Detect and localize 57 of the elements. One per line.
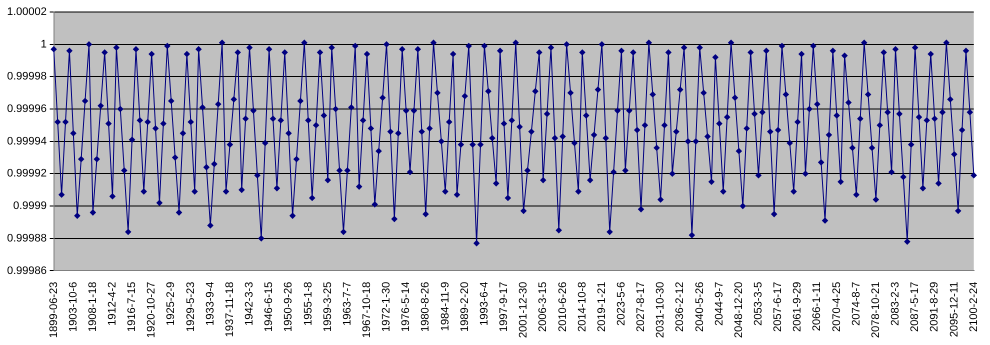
y-tick-label: 0.99988 xyxy=(6,232,47,244)
x-tick-label: 2036-2-12 xyxy=(674,282,686,332)
x-tick-label: 2023-5-6 xyxy=(615,282,628,326)
x-tick-label: 2095-12-11 xyxy=(948,282,960,338)
x-tick-label: 1963-7-7 xyxy=(341,282,354,326)
x-tick-label: 2031-10-30 xyxy=(654,282,667,338)
x-tick-label: 1903-10-6 xyxy=(67,282,80,332)
y-tick-label: 1 xyxy=(40,38,47,50)
x-tick-label: 1942-3-3 xyxy=(244,282,256,326)
x-tick-label: 2074-8-7 xyxy=(850,282,862,326)
x-tick-label: 2010-6-26 xyxy=(556,282,569,332)
x-tick-label: 2053-3-5 xyxy=(752,282,765,326)
x-tick-label: 2001-12-30 xyxy=(518,282,530,338)
x-tick-label: 1950-9-26 xyxy=(282,282,295,332)
x-tick-label: 2006-3-15 xyxy=(537,282,550,332)
x-tick-label: 2091-8-29 xyxy=(928,282,941,332)
y-tick-label: 0.99992 xyxy=(6,168,47,180)
x-tick-label: 2014-10-8 xyxy=(576,282,588,332)
x-tick-label: 1967-10-18 xyxy=(361,282,373,338)
x-tick-label: 1916-7-15 xyxy=(126,282,138,332)
x-tick-label: 1908-1-18 xyxy=(86,282,99,332)
x-tick-label: 1937-11-18 xyxy=(224,282,236,338)
x-tick-label: 1997-9-17 xyxy=(498,282,510,332)
x-tick-label: 1959-3-25 xyxy=(322,282,334,332)
x-tick-label: 1946-6-15 xyxy=(263,282,276,332)
x-tick-label: 2070-4-25 xyxy=(830,282,843,332)
y-tick-label: 0.99994 xyxy=(6,135,47,148)
x-tick-label: 2078-10-21 xyxy=(870,282,882,338)
x-tick-label: 2044-9-7 xyxy=(713,282,726,326)
x-tick-label: 1920-10-27 xyxy=(146,282,158,338)
x-tick-label: 1899-06-23 xyxy=(48,282,60,338)
x-tick-label: 2048-12-20 xyxy=(732,282,745,338)
x-tick-label: 1993-6-4 xyxy=(478,282,490,326)
x-tick-label: 1980-8-26 xyxy=(420,282,432,332)
x-tick-label: 2087-5-17 xyxy=(909,282,922,332)
x-tick-label: 2061-9-29 xyxy=(792,282,804,332)
x-tick-label: 1933-9-4 xyxy=(204,282,216,326)
y-tick-label: 1.00002 xyxy=(6,6,47,18)
x-tick-label: 1989-2-20 xyxy=(458,282,471,332)
x-tick-label: 2057-6-17 xyxy=(772,282,784,332)
x-tick-label: 2040-5-26 xyxy=(694,282,706,332)
x-tick-label: 2019-1-21 xyxy=(596,282,608,332)
x-tick-label: 1972-1-30 xyxy=(380,282,393,332)
x-tick-label: 2027-8-17 xyxy=(635,282,648,332)
y-tick-label: 0.9999 xyxy=(13,200,47,212)
x-tick-label: 1929-5-23 xyxy=(184,282,197,332)
x-tick-label: 2083-2-3 xyxy=(890,282,902,326)
x-tick-label: 1925-2-9 xyxy=(165,282,178,326)
y-tick-label: 0.99986 xyxy=(6,264,47,277)
x-tick-label: 1955-1-8 xyxy=(302,282,314,326)
x-tick-label: 2066-1-11 xyxy=(811,282,824,332)
y-tick-label: 0.99998 xyxy=(6,70,47,83)
x-tick-label: 1976-5-14 xyxy=(400,282,412,332)
x-tick-label: 2100-2-24 xyxy=(968,282,980,332)
y-tick-label: 0.99996 xyxy=(6,103,47,116)
x-tick-label: 1912-4-2 xyxy=(106,282,119,326)
x-tick-label: 1984-11-9 xyxy=(439,282,452,332)
